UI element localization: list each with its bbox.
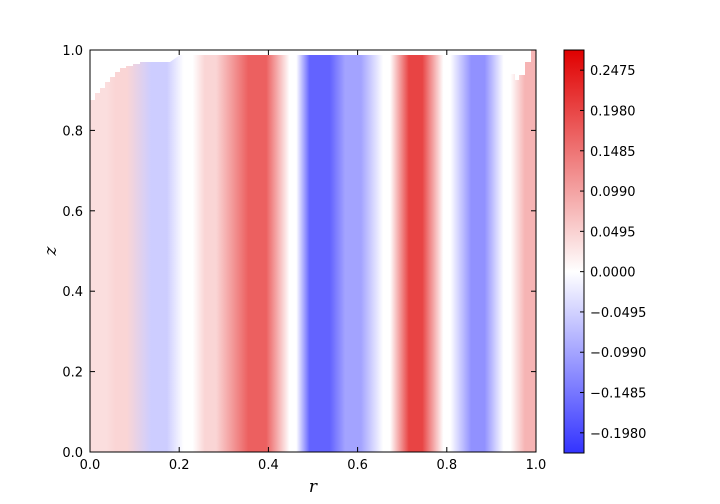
y-tick-label: 0.0 xyxy=(62,446,83,461)
colorbar-tick-label: −0.1980 xyxy=(590,427,646,442)
colorbar-tick-label: 0.0990 xyxy=(590,185,636,200)
x-axis-label: r xyxy=(309,477,318,497)
colorbar-ticks: 0.2475 0.1980 0.1485 0.0990 0.0495 0.0000 −0.0… xyxy=(580,64,646,442)
heatmap-field xyxy=(90,50,536,452)
x-tick-label: 0.2 xyxy=(169,458,190,473)
colorbar-tick-label: −0.0495 xyxy=(590,306,646,321)
y-tick-label: 0.4 xyxy=(62,285,83,300)
colorbar-frame xyxy=(563,49,585,454)
colorbar-tick-label: −0.1485 xyxy=(590,387,646,402)
colorbar-fill xyxy=(564,50,584,453)
y-axis-label: z xyxy=(41,245,61,256)
colorbar: 0.2475 0.1980 0.1485 0.0990 0.0495 0.0000 −0.0… xyxy=(563,49,646,454)
plot-frame xyxy=(89,49,537,453)
y-tick-label: 0.8 xyxy=(62,124,83,139)
colorbar-tick-label: 0.1980 xyxy=(590,104,636,119)
colorbar-tick-label: 0.0495 xyxy=(590,225,636,240)
colorbar-tick-label: −0.0990 xyxy=(590,346,646,361)
heatmap xyxy=(90,50,536,452)
y-tick-label: 0.6 xyxy=(62,205,83,220)
y-tick-label: 0.2 xyxy=(62,366,83,381)
x-tick-label: 0.8 xyxy=(436,458,457,473)
y-tick-label: 1.0 xyxy=(62,44,83,59)
y-axis: 0.0 0.2 0.4 0.6 0.8 1.0 xyxy=(62,44,536,461)
colorbar-tick-label: 0.0000 xyxy=(590,266,636,281)
x-axis: 0.0 0.2 0.4 0.6 0.8 1.0 xyxy=(80,50,547,473)
x-tick-label: 0.4 xyxy=(258,458,279,473)
colorbar-tick-label: 0.2475 xyxy=(590,64,636,79)
colorbar-tick-label: 0.1485 xyxy=(590,145,636,160)
x-tick-label: 0.6 xyxy=(347,458,368,473)
x-tick-label: 1.0 xyxy=(526,458,547,473)
x-tick-label: 0.0 xyxy=(80,458,101,473)
